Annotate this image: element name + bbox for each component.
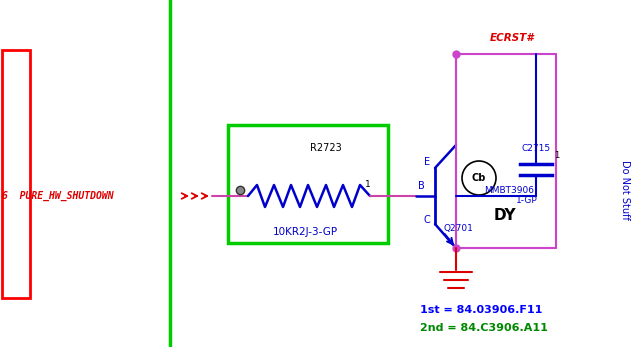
Text: 2nd = 84.C3906.A11: 2nd = 84.C3906.A11: [420, 323, 548, 333]
Text: Cb: Cb: [472, 173, 486, 183]
Text: C2715: C2715: [522, 144, 551, 152]
Text: ECRST#: ECRST#: [490, 33, 534, 43]
Text: Q2701: Q2701: [444, 224, 474, 233]
Text: 6  PURE_HW_SHUTDOWN: 6 PURE_HW_SHUTDOWN: [2, 191, 114, 201]
Text: 1st = 84.03906.F11: 1st = 84.03906.F11: [420, 305, 542, 315]
Text: MMBT3906: MMBT3906: [484, 186, 534, 195]
Text: 1-GP: 1-GP: [516, 195, 538, 204]
Text: Do Not Stuff: Do Not Stuff: [620, 160, 630, 220]
Text: DY: DY: [493, 208, 516, 222]
Text: B: B: [418, 181, 425, 191]
Text: R2723: R2723: [310, 143, 342, 153]
Text: 10KR2J-3-GP: 10KR2J-3-GP: [273, 227, 337, 237]
Bar: [228, 125, 388, 243]
Text: E: E: [424, 157, 430, 167]
Text: C: C: [424, 215, 431, 225]
Text: 1: 1: [365, 179, 371, 188]
Text: 1: 1: [554, 151, 559, 160]
Bar: [2, 50, 30, 298]
